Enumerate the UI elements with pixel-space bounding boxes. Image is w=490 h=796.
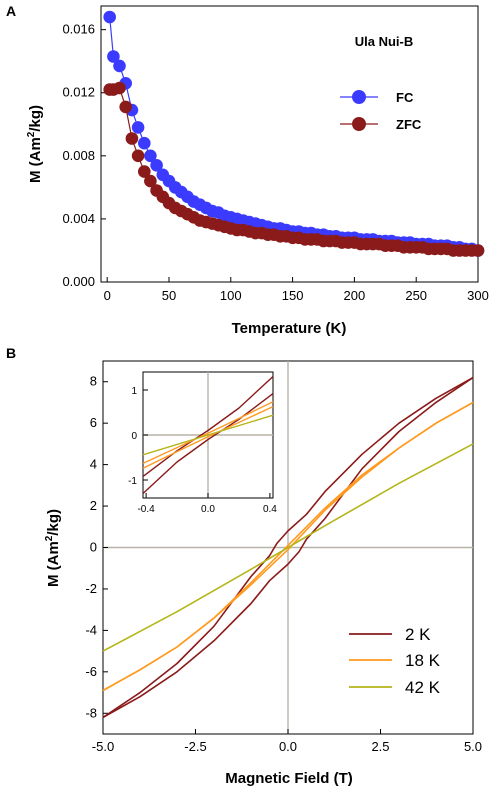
legend-18k-label: 18 K (405, 651, 441, 670)
panel-b-xtick-label: 5.0 (464, 739, 482, 754)
panel-a-ytick-label: 0.004 (62, 211, 95, 226)
legend-42k-label: 42 K (405, 678, 441, 697)
panel-a-ticks: 0 50 100 150 200 250 300 0.000 0.004 0.008 0.012 0.… (62, 22, 488, 303)
panel-a-xtick-label: 50 (162, 288, 176, 303)
legend-42k: 42 K (349, 678, 441, 697)
inset-series-42k-branch-0 (142, 414, 274, 456)
series-zfc-point (138, 165, 151, 178)
legend-fc-label: FC (396, 90, 414, 105)
panel-b-xtick-label: -2.5 (184, 739, 206, 754)
panel-b-xtick-label: 0.0 (279, 739, 297, 754)
panel-b-ytick-label: 6 (90, 415, 97, 430)
inset-series-2k-branch-0 (142, 375, 274, 477)
series-fc-point (138, 136, 151, 150)
series-fc-point (131, 121, 145, 134)
panel-a-ytick-label: 0.008 (62, 148, 95, 163)
panel-a-ytick-label: 0.016 (62, 22, 95, 37)
inset-ticks: -0.4 0.0 0.4 -1 0 1 (128, 386, 277, 515)
series-zfc-point (113, 81, 126, 95)
panel-a-chart: A 0 50 100 150 200 250 300 0.000 0.004 0.008 0.012… (6, 3, 489, 337)
inset-ytick-label: 0 (131, 431, 137, 442)
panel-b-ytick-label: 2 (90, 498, 97, 513)
panel-b-ytick-label: -6 (85, 664, 97, 679)
inset-xtick-label: -0.4 (137, 504, 155, 515)
series-fc-line (109, 16, 479, 252)
panel-a-marks (103, 10, 485, 257)
panel-b-xtick-label: 2.5 (371, 739, 389, 754)
series-zfc-point (144, 174, 157, 188)
legend-2k: 2 K (349, 625, 431, 644)
series-fc-point (144, 149, 157, 163)
panel-a-xtick-label: 150 (282, 288, 304, 303)
legend-fc-marker (352, 90, 366, 104)
panel-b-series-18k-branch-1 (102, 401, 474, 692)
panel-a-ylabel-end: /kg) (27, 105, 44, 132)
panel-a-xtick-label: 200 (344, 288, 366, 303)
panel-a-title: Ula Nui-B (355, 34, 414, 49)
panel-b-ytick-label: -2 (85, 581, 97, 596)
panel-b-series-2k-branch-0 (102, 376, 474, 719)
panel-a-xlabel: Temperature (K) (232, 320, 347, 337)
panel-b-ytick-label: 4 (90, 457, 97, 472)
inset-series-2k-branch-1 (142, 393, 274, 495)
panel-b-ylabel-sup: 2 (44, 535, 55, 541)
legend-fc: FC (340, 90, 414, 105)
panel-a-frame (100, 5, 479, 283)
panel-a-xtick-label: 250 (405, 288, 427, 303)
panel-b-label: B (6, 345, 16, 361)
series-zfc-point (471, 244, 485, 257)
legend-zfc-label: ZFC (396, 117, 422, 132)
inset-xtick-label: 0.0 (201, 504, 215, 515)
panel-b-chart: B -5.0 -2.5 0.0 2.5 5.0 -8 -6 -4 -2 0 2 4 6 8 -0.4 0.0… (6, 345, 482, 787)
inset-marks (142, 375, 274, 495)
panel-b-ytick-label: 8 (90, 374, 97, 389)
panel-a-label: A (6, 3, 16, 19)
panel-b-xtick-label: -5.0 (92, 739, 114, 754)
panel-b-marks (102, 376, 474, 719)
series-zfc-point (125, 132, 139, 145)
series-zfc-point (131, 149, 145, 163)
legend-18k: 18 K (349, 651, 441, 670)
panel-b-ylabel-main: M (Am (45, 541, 62, 587)
inset-series-18k-branch-0 (142, 401, 274, 465)
panel-b-series-2k-branch-1 (102, 376, 474, 719)
panel-a-ytick-label: 0.012 (62, 85, 95, 100)
panel-b-ytick-label: -8 (85, 705, 97, 720)
panel-b-series-42k-branch-0 (102, 443, 474, 652)
series-fc-point (150, 159, 163, 172)
panel-b-ylabel-end: /kg) (45, 509, 62, 536)
legend-2k-label: 2 K (405, 625, 431, 644)
inset-ytick-label: -1 (128, 476, 137, 487)
inset-xtick-label: 0.4 (263, 504, 277, 515)
inset-chart: -0.4 0.0 0.4 -1 0 1 (128, 371, 277, 515)
panel-a-ytick-label: 0.000 (62, 274, 95, 289)
legend-zfc-marker (352, 117, 366, 131)
panel-b-ylabel: M (Am2/kg) (44, 509, 62, 587)
series-fc-point (103, 10, 116, 24)
panel-b-ytick-label: 0 (90, 540, 97, 555)
panel-a-ylabel-sup: 2 (26, 131, 37, 137)
panel-a-ylabel-main: M (Am (27, 137, 44, 183)
panel-a-xtick-label: 300 (467, 288, 489, 303)
panel-b-ticks: -5.0 -2.5 0.0 2.5 5.0 -8 -6 -4 -2 0 2 4 6 8 (85, 374, 482, 754)
series-zfc-point (119, 100, 132, 114)
panel-a-ylabel: M (Am2/kg) (26, 105, 44, 183)
panel-b-ytick-label: -4 (85, 622, 97, 637)
legend-zfc: ZFC (340, 117, 422, 132)
panel-b-xlabel: Magnetic Field (T) (225, 770, 353, 787)
series-fc-point (113, 59, 126, 73)
panel-a-xtick-label: 100 (220, 288, 242, 303)
inset-series-18k-branch-1 (142, 405, 274, 469)
panel-a-xtick-label: 0 (104, 288, 111, 303)
inset-ytick-label: 1 (131, 386, 137, 397)
series-fc-point (107, 50, 120, 63)
